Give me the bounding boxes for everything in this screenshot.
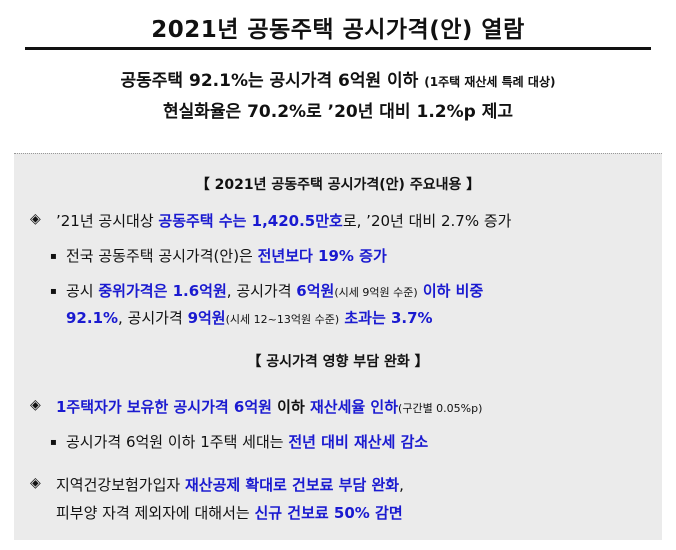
square-bullet-icon: ▪ <box>50 286 57 297</box>
bullet-median-price: 공시 중위가격은 1.6억원, 공시가격 6억원(시세 9억원 수준) 이하 비… <box>66 280 483 301</box>
highlight: 1주택자가 보유한 공시가격 6억원 <box>56 398 272 416</box>
text: , 공시가격 <box>226 282 297 300</box>
text: 이하 <box>271 398 310 416</box>
text: 로, ’20년 대비 2.7% 증가 <box>342 212 512 230</box>
square-bullet-icon: ▪ <box>50 437 57 448</box>
note: (시세 9억원 수준) <box>334 286 418 299</box>
text: 공시가격 6억원 이하 1주택 세대는 <box>66 433 289 451</box>
title-divider <box>25 47 651 50</box>
highlight: 전년 대비 재산세 감소 <box>288 433 429 451</box>
diamond-bullet-icon: ◈ <box>30 475 41 491</box>
bullet-median-price-continued: 92.1%, 공시가격 9억원(시세 12~13억원 수준) 초과는 3.7% <box>66 307 433 328</box>
highlight: 공동주택 수는 1,420.5만호 <box>158 212 343 230</box>
subtitle-line-1: 공동주택 92.1%는 공시가격 6억원 이하 (1주택 재산세 특례 대상) <box>0 66 676 91</box>
bullet-price-increase: 전국 공동주택 공시가격(안)은 전년보다 19% 증가 <box>66 245 387 266</box>
diamond-bullet-icon: ◈ <box>30 211 41 227</box>
square-bullet-icon: ▪ <box>50 251 57 262</box>
page-title: 2021년 공동주택 공시가격(안) 열람 <box>151 17 525 43</box>
highlight: 이하 비중 <box>417 282 484 300</box>
bullet-tax-decrease: 공시가격 6억원 이하 1주택 세대는 전년 대비 재산세 감소 <box>66 431 428 452</box>
section-heading-burden-relief: 【 공시가격 영향 부담 완화 】 <box>247 354 429 370</box>
subtitle-1-note: (1주택 재산세 특례 대상) <box>424 75 556 89</box>
bullet-health-insurance-continued: 피부양 자격 제외자에 대해서는 신규 건보료 50% 감면 <box>56 502 403 523</box>
highlight: 6억원 <box>296 282 335 300</box>
diamond-bullet-icon: ◈ <box>30 397 41 413</box>
highlight: 재산공제 확대로 건보료 부담 완화 <box>184 476 400 494</box>
bullet-target-count: ’21년 공시대상 공동주택 수는 1,420.5만호로, ’20년 대비 2.… <box>56 210 511 231</box>
highlight: 92.1% <box>66 309 119 327</box>
text: ’21년 공시대상 <box>56 212 159 230</box>
text: 전국 공동주택 공시가격(안)은 <box>66 247 258 265</box>
bullet-property-tax-cut: 1주택자가 보유한 공시가격 6억원 이하 재산세율 인하(구간별 0.05%p… <box>56 396 482 417</box>
highlight: 신규 건보료 50% 감면 <box>254 504 403 522</box>
subtitle-line-2: 현실화율은 70.2%로 ’20년 대비 1.2%p 제고 <box>162 102 514 122</box>
text: 공시 <box>66 282 99 300</box>
note: (구간별 0.05%p) <box>398 402 483 415</box>
section-heading-main-contents: 【 2021년 공동주택 공시가격(안) 주요내용 】 <box>195 177 481 193</box>
highlight: 9억원 <box>187 309 226 327</box>
highlight: 중위가격은 1.6억원 <box>98 282 227 300</box>
text: , <box>399 476 404 494</box>
text: 피부양 자격 제외자에 대해서는 <box>56 504 255 522</box>
text: 지역건강보험가입자 <box>56 476 185 494</box>
summary-panel: 【 2021년 공동주택 공시가격(안) 주요내용 】 ◈ ’21년 공시대상 … <box>14 153 662 540</box>
highlight: 전년보다 19% 증가 <box>257 247 387 265</box>
text: , 공시가격 <box>118 309 188 327</box>
highlight: 재산세율 인하 <box>310 398 399 416</box>
subtitle-1-main: 공동주택 92.1%는 공시가격 6억원 이하 <box>120 71 419 91</box>
bullet-health-insurance: 지역건강보험가입자 재산공제 확대로 건보료 부담 완화, <box>56 474 404 495</box>
highlight: 초과는 3.7% <box>339 309 433 327</box>
note: (시세 12~13억원 수준) <box>225 313 340 326</box>
